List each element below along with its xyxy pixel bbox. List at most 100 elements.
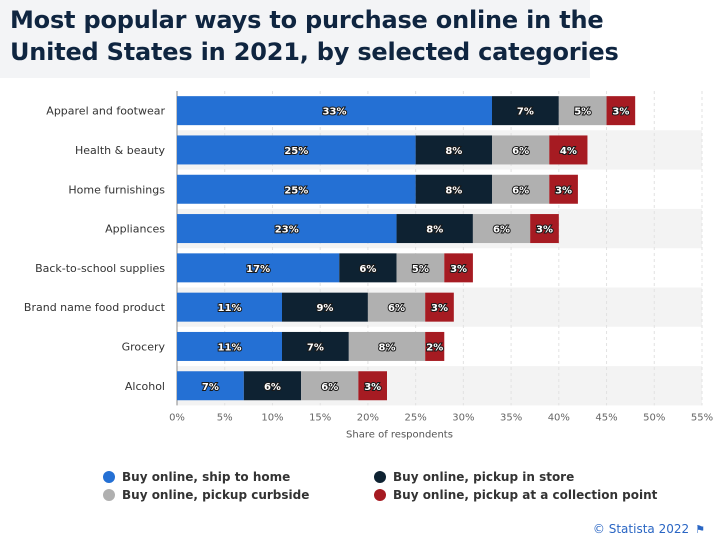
bar-segment	[177, 292, 282, 322]
category-label: Grocery	[122, 340, 166, 353]
data-label: 6%	[512, 185, 529, 196]
data-label: 25%	[284, 185, 308, 196]
data-label: 7%	[307, 342, 324, 353]
x-tick-label: 0%	[169, 412, 185, 423]
bar-segment	[339, 253, 397, 283]
legend-dot-icon	[374, 471, 386, 483]
legend-dot-icon	[103, 471, 115, 483]
chart-title-line-2: United States in 2021, by selected categ…	[10, 38, 619, 66]
bar-segment	[243, 371, 302, 401]
bar-segment	[444, 253, 473, 283]
legend-item-curbside[interactable]: Buy online, pickup curbside	[103, 488, 309, 502]
bar-segment	[530, 214, 559, 244]
x-axis-label: Share of respondents	[346, 429, 453, 440]
bar-segment	[549, 174, 578, 204]
data-label: 4%	[560, 146, 577, 157]
bar-segment	[177, 174, 416, 204]
data-label: 3%	[364, 382, 381, 393]
category-label: Apparel and footwear	[46, 105, 165, 118]
category-label: Brand name food product	[24, 301, 166, 314]
data-label: 7%	[517, 107, 534, 118]
data-label: 6%	[264, 382, 281, 393]
data-label: 6%	[388, 303, 405, 314]
bar-segment	[177, 214, 397, 244]
data-label: 3%	[431, 303, 448, 314]
data-label: 17%	[246, 264, 270, 275]
x-tick-label: 10%	[261, 412, 283, 423]
bar-segment	[177, 371, 244, 401]
bar-segment	[177, 253, 340, 283]
legend-label: Buy online, pickup in store	[393, 470, 575, 484]
data-label: 8%	[426, 225, 443, 236]
data-label: 8%	[445, 146, 462, 157]
chart-title-line-1: Most popular ways to purchase online in …	[10, 6, 604, 34]
bar-segment	[425, 331, 445, 361]
stacked-bar-chart: 0% 5% 10% 15% 20% 25% 30% 35% 40% 45% 50% 55% Share …	[24, 91, 713, 440]
title-block: Most popular ways to purchase online in …	[0, 0, 619, 78]
legend-item-pickup-store[interactable]: Buy online, pickup in store	[374, 470, 574, 484]
data-label: 11%	[218, 342, 242, 353]
legend-item-collection-point[interactable]: Buy online, pickup at a collection point	[374, 488, 657, 502]
bar-segment	[492, 96, 559, 126]
legend-label: Buy online, pickup at a collection point	[393, 488, 658, 502]
bar-segment	[177, 135, 416, 165]
flag-icon: ⚑	[695, 522, 705, 536]
bar-segment	[472, 214, 531, 244]
legend-dot-icon	[374, 489, 386, 501]
x-tick-label: 40%	[548, 412, 570, 423]
legend-label: Buy online, ship to home	[122, 470, 291, 484]
x-tick-label: 5%	[217, 412, 233, 423]
bar-segment	[396, 214, 473, 244]
legend: Buy online, ship to home Buy online, pic…	[0, 466, 719, 506]
credit-text: © Statista 2022	[592, 522, 690, 536]
category-label: Health & beauty	[75, 144, 165, 157]
data-label: 3%	[612, 107, 629, 118]
data-label: 6%	[512, 146, 529, 157]
bar-segment	[549, 135, 588, 165]
category-label: Alcohol	[125, 380, 165, 393]
data-label: 6%	[493, 225, 510, 236]
category-label: Back-to-school supplies	[35, 262, 165, 275]
x-tick-label: 15%	[309, 412, 331, 423]
bar-segment	[425, 292, 454, 322]
data-label: 3%	[555, 185, 572, 196]
bar-segment	[177, 331, 282, 361]
data-label: 25%	[284, 146, 308, 157]
bar-segment	[367, 292, 426, 322]
data-label: 7%	[202, 382, 219, 393]
data-label: 5%	[412, 264, 429, 275]
bar-segment	[492, 135, 550, 165]
data-label: 8%	[445, 185, 462, 196]
data-label: 3%	[536, 225, 553, 236]
bar-segment	[492, 174, 550, 204]
bar-segment	[396, 253, 445, 283]
bar-segment	[282, 292, 368, 322]
category-label: Appliances	[105, 223, 165, 236]
x-tick-label: 25%	[405, 412, 427, 423]
x-tick-label: 50%	[643, 412, 665, 423]
bar-segment	[177, 96, 492, 126]
data-label: 9%	[316, 303, 333, 314]
data-label: 6%	[359, 264, 376, 275]
legend-item-ship-home[interactable]: Buy online, ship to home	[103, 470, 290, 484]
bar-segment	[282, 331, 349, 361]
legend-dot-icon	[103, 489, 115, 501]
bar-segment	[358, 371, 387, 401]
data-label: 8%	[379, 342, 396, 353]
x-tick-label: 45%	[595, 412, 617, 423]
category-label: Home furnishings	[68, 183, 165, 196]
bar-segment	[558, 96, 607, 126]
bar-segment	[348, 331, 426, 361]
data-label: 2%	[426, 342, 443, 353]
data-label: 6%	[321, 382, 338, 393]
data-label: 33%	[323, 107, 347, 118]
bar-segment	[415, 174, 492, 204]
data-label: 11%	[218, 303, 242, 314]
bar-segment	[415, 135, 492, 165]
x-tick-label: 55%	[691, 412, 713, 423]
bar-segment	[301, 371, 359, 401]
statista-credit-link[interactable]: © Statista 2022 ⚑	[593, 522, 705, 536]
legend-label: Buy online, pickup curbside	[122, 488, 310, 502]
bar-segment	[606, 96, 636, 126]
x-tick-label: 35%	[500, 412, 522, 423]
